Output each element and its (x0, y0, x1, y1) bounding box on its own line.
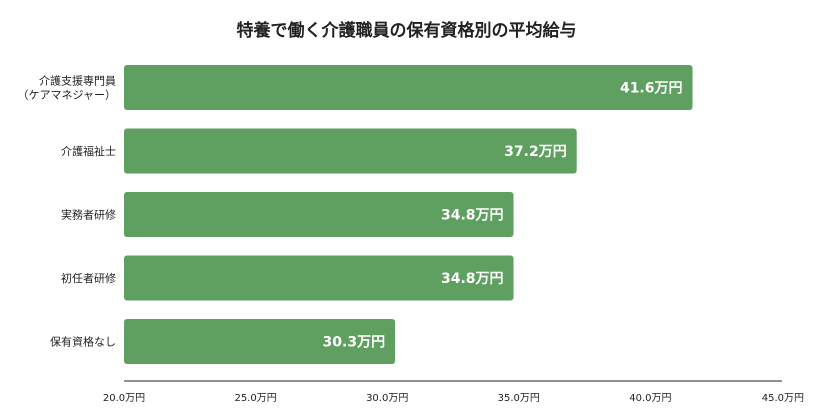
x-tick-label-3: 30.0万円 (366, 393, 408, 404)
bar-value-label-1: 41.6万円 (620, 81, 683, 97)
bar-1 (124, 65, 693, 110)
bar-2 (124, 128, 577, 174)
x-tick-label-5: 40.0万円 (629, 393, 671, 404)
x-tick-label-4: 35.0万円 (498, 393, 540, 404)
bar-value-label-4: 34.8万円 (441, 271, 504, 287)
category-label-4: 初任者研修 (61, 271, 116, 285)
category-label-3: 実務者研修 (61, 208, 116, 222)
category-label-line: 初任者研修 (61, 271, 116, 285)
chart-title: 特養で働く介護職員の保有資格別の平均給与 (236, 21, 577, 41)
x-axis-ticks: 20.0万円 25.0万円 30.0万円 35.0万円 40.0万円 45.0万円 (103, 393, 804, 404)
x-tick-label-2: 25.0万円 (234, 393, 276, 404)
category-label-2: 介護福祉士 (61, 144, 116, 158)
category-label-line: 介護支援専門員 (39, 74, 116, 88)
bar-3 (124, 192, 514, 237)
category-label-line: 保有資格なし (50, 335, 116, 349)
bar-4 (124, 255, 514, 301)
category-label-line: 実務者研修 (61, 208, 116, 222)
category-label-5: 保有資格なし (50, 335, 116, 349)
bars-group: 41.6万円 介護支援専門員（ケアマネジャー） 37.2万円 介護福祉士 34.8万円 実… (18, 65, 693, 364)
x-tick-label-1: 20.0万円 (103, 393, 145, 404)
category-label-line: 介護福祉士 (61, 144, 116, 158)
bar-value-label-3: 34.8万円 (441, 208, 504, 224)
bar-value-label-5: 30.3万円 (323, 335, 386, 351)
bar-value-label-2: 37.2万円 (504, 144, 567, 160)
bar-5 (124, 319, 396, 364)
category-label-1: 介護支援専門員（ケアマネジャー） (18, 74, 116, 102)
x-tick-label-6: 45.0万円 (762, 393, 804, 404)
category-label-line: （ケアマネジャー） (18, 89, 116, 102)
